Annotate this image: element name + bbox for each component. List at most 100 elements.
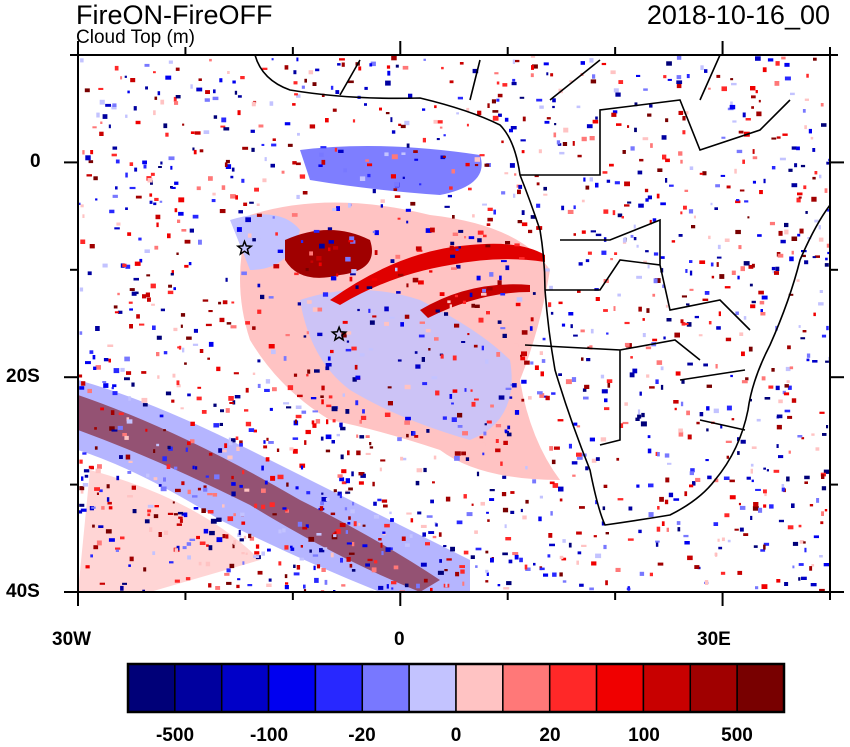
data-speckle	[481, 442, 486, 447]
data-speckle	[187, 393, 191, 397]
colorbar-box	[127, 663, 176, 713]
data-speckle	[257, 283, 261, 288]
data-speckle	[174, 548, 179, 553]
data-speckle	[270, 475, 276, 481]
data-speckle	[296, 194, 300, 199]
data-speckle	[493, 209, 496, 215]
data-speckle	[624, 321, 630, 325]
data-speckle	[193, 149, 197, 155]
data-speckle	[784, 229, 789, 235]
data-speckle	[125, 114, 128, 118]
data-speckle	[229, 563, 235, 569]
data-speckle	[101, 506, 105, 510]
data-speckle	[600, 374, 605, 379]
data-speckle	[736, 149, 743, 154]
data-speckle	[485, 359, 489, 364]
data-speckle	[175, 488, 181, 493]
data-speckle	[693, 215, 696, 219]
data-speckle	[502, 475, 507, 479]
data-speckle	[683, 534, 689, 538]
data-speckle	[614, 252, 618, 255]
data-speckle	[582, 388, 587, 392]
data-speckle	[482, 288, 486, 293]
data-speckle	[791, 250, 794, 255]
data-speckle	[648, 512, 654, 517]
data-speckle	[636, 74, 641, 77]
data-speckle	[681, 379, 685, 384]
data-speckle	[750, 304, 756, 309]
data-speckle	[400, 456, 404, 461]
data-speckle	[647, 195, 652, 200]
data-speckle	[551, 392, 556, 395]
data-speckle	[595, 297, 600, 301]
data-speckle	[257, 570, 263, 575]
data-speckle	[257, 309, 262, 314]
data-speckle	[737, 437, 740, 442]
data-speckle	[267, 548, 271, 552]
data-speckle	[812, 148, 816, 152]
data-speckle	[731, 418, 735, 421]
data-speckle	[346, 542, 353, 545]
data-speckle	[186, 542, 192, 546]
data-speckle	[174, 101, 179, 105]
data-speckle	[404, 420, 410, 425]
data-speckle	[389, 316, 395, 319]
data-speckle	[180, 324, 183, 328]
data-speckle	[242, 470, 245, 475]
data-speckle	[440, 155, 446, 160]
data-speckle	[213, 403, 217, 407]
data-speckle	[800, 337, 806, 340]
data-speckle	[395, 254, 401, 259]
data-speckle	[145, 86, 148, 90]
data-speckle	[787, 385, 792, 390]
data-speckle	[305, 343, 310, 346]
data-speckle	[192, 465, 195, 470]
data-speckle	[537, 391, 543, 395]
colorbar-box	[267, 663, 317, 713]
data-speckle	[124, 356, 130, 362]
data-speckle	[639, 391, 642, 396]
data-speckle	[627, 201, 632, 204]
data-speckle	[79, 331, 83, 335]
data-speckle	[776, 136, 781, 139]
data-speckle	[372, 230, 376, 234]
data-speckle	[99, 489, 103, 493]
data-speckle	[642, 137, 649, 141]
data-speckle	[369, 320, 375, 325]
data-speckle	[548, 533, 553, 538]
data-speckle	[222, 534, 226, 539]
data-speckle	[168, 156, 175, 161]
data-speckle	[481, 345, 484, 351]
data-speckle	[300, 240, 304, 243]
data-speckle	[724, 513, 730, 518]
data-speckle	[660, 256, 665, 259]
data-speckle	[105, 103, 111, 107]
data-speckle	[751, 106, 754, 109]
data-speckle	[743, 533, 749, 536]
data-speckle	[815, 447, 820, 451]
data-speckle	[390, 117, 393, 123]
data-speckle	[450, 254, 456, 258]
data-speckle	[244, 409, 249, 412]
data-speckle	[296, 57, 299, 62]
data-speckle	[402, 176, 405, 179]
data-speckle	[580, 329, 585, 333]
data-speckle	[144, 249, 150, 253]
data-speckle	[391, 154, 398, 160]
data-speckle	[676, 521, 681, 525]
data-speckle	[750, 86, 756, 91]
data-speckle	[285, 334, 290, 337]
colorbar-box	[642, 663, 692, 713]
data-speckle	[301, 85, 305, 89]
data-speckle	[173, 96, 177, 102]
data-speckle	[119, 455, 123, 459]
data-speckle	[168, 60, 173, 64]
data-speckle	[562, 142, 568, 146]
data-speckle	[464, 388, 467, 392]
data-speckle	[384, 306, 389, 312]
africa-coastline	[254, 55, 830, 526]
data-speckle	[522, 515, 527, 520]
data-speckle	[216, 517, 222, 522]
data-speckle	[498, 395, 505, 400]
data-speckle	[545, 395, 550, 401]
